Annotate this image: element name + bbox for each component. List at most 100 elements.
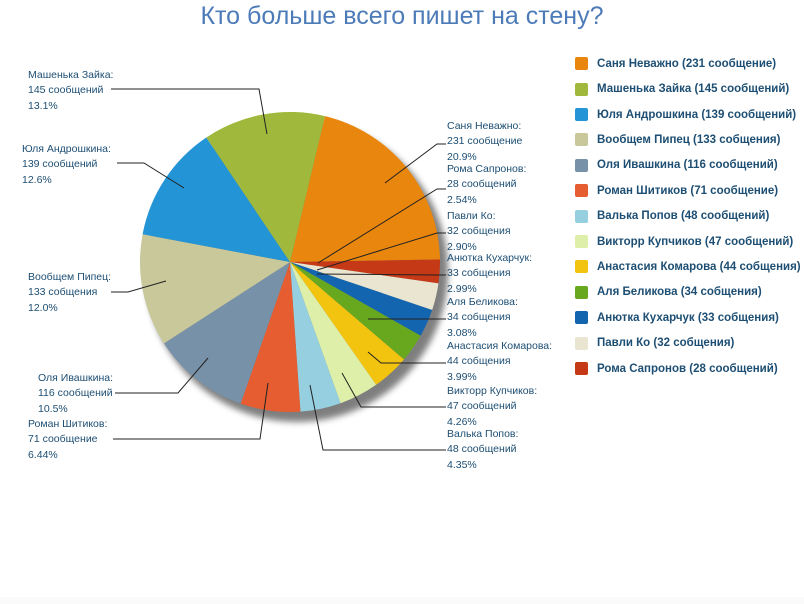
slice-callout: Роман Шитиков: 71 сообщение 6.44% [28, 417, 107, 463]
callout-name: Рома Сапронов: [447, 163, 527, 175]
callout-leader-line [316, 273, 446, 276]
callout-count: 33 собщения [447, 267, 511, 280]
callout-leader-line [111, 88, 268, 135]
legend-item: Викторр Купчиков (47 сообщений) [575, 229, 801, 254]
callout-name: Анастасия Комарова: [447, 340, 553, 352]
callout-leader-line [341, 372, 446, 408]
callout-percent: 3.99% [447, 370, 477, 383]
legend-item: Рома Сапронов (28 сообщений) [575, 356, 801, 381]
legend-item: Саня Неважно (231 сообщение) [575, 51, 801, 76]
pie-slice [290, 116, 440, 262]
legend-item: Юля Андрошкина (139 сообщений) [575, 102, 801, 127]
pie-slice [290, 262, 341, 412]
legend-color-swatch [575, 336, 588, 350]
pie-slice [240, 262, 301, 413]
callout-leader-line [117, 162, 185, 189]
slice-callout: Валька Попов: 48 сообщений 4.35% [447, 427, 518, 473]
legend-item-label: Роман Шитиков (71 сообщение) [597, 184, 779, 197]
legend-item: Анастасия Комарова (44 собщения) [575, 254, 801, 279]
legend-item-label: Оля Ивашкина (116 сообщений) [597, 159, 778, 172]
legend-item: Оля Ивашкина (116 сообщений) [575, 153, 801, 178]
pie-slice [290, 259, 441, 284]
callout-name: Роман Шитиков: [28, 418, 108, 430]
legend-color-swatch [575, 184, 588, 198]
legend-item: Анютка Кухарчук (33 собщения) [575, 305, 801, 330]
legend-color-swatch [575, 285, 588, 299]
legend-item-label: Павли Ко (32 собщения) [597, 337, 735, 350]
pie-slice [290, 262, 404, 385]
callout-count: 48 сообщений [447, 443, 517, 456]
pie-slice [163, 262, 290, 404]
slice-callout: Вообщем Пипец: 133 собщения 12.0% [28, 270, 111, 316]
callout-percent: 2.54% [447, 193, 477, 206]
callout-leader-line [316, 232, 446, 271]
callout-leader-line [317, 188, 446, 264]
callout-percent: 10.5% [38, 402, 68, 415]
legend-item-label: Викторр Купчиков (47 сообщений) [597, 235, 794, 248]
pie-slice [142, 137, 290, 262]
callout-percent: 2.90% [447, 240, 477, 253]
callout-name: Валька Попов: [447, 428, 519, 440]
pie-slice [140, 234, 290, 344]
pie-slice [290, 262, 421, 360]
callout-percent: 20.9% [447, 150, 477, 163]
legend-item-label: Юля Андрошкина (139 сообщений) [597, 108, 797, 121]
footer-strip [0, 597, 804, 604]
slice-callout: Рома Сапронов: 28 сообщений 2.54% [447, 162, 526, 208]
slice-callout: Оля Ивашкина: 116 сообщений 10.5% [38, 371, 113, 417]
legend-color-swatch [575, 362, 588, 376]
callout-count: 28 сообщений [447, 178, 517, 191]
callout-percent: 12.0% [28, 301, 58, 314]
legend-item: Роман Шитиков (71 сообщение) [575, 178, 801, 203]
legend-color-swatch [575, 209, 588, 223]
legend-item-label: Анастасия Комарова (44 собщения) [597, 260, 801, 273]
legend-item: Валька Попов (48 сообщений) [575, 203, 801, 228]
callout-percent: 4.26% [447, 415, 477, 428]
legend-item-label: Машенька Зайка (145 сообщений) [597, 83, 790, 96]
callout-name: Аля Беликова: [447, 296, 518, 308]
callout-count: 32 собщения [447, 225, 511, 238]
callout-count: 139 сообщений [22, 158, 98, 171]
legend-color-swatch [575, 235, 588, 249]
legend-item-label: Вообщем Пипец (133 собщения) [597, 133, 781, 146]
legend-item: Машенька Зайка (145 сообщений) [575, 76, 801, 101]
callout-name: Вообщем Пипец: [28, 271, 112, 283]
legend-color-swatch [575, 57, 588, 71]
legend-color-swatch [575, 311, 588, 325]
callout-leader-line [113, 382, 269, 440]
legend-item-label: Саня Неважно (231 сообщение) [597, 57, 777, 70]
legend-item-label: Анютка Кухарчук (33 собщения) [597, 311, 779, 324]
callout-count: 133 собщения [28, 286, 98, 299]
callout-count: 44 собщения [447, 355, 511, 368]
callout-percent: 2.99% [447, 282, 477, 295]
pie-slice [290, 262, 377, 404]
pie-slice [290, 262, 433, 336]
slice-callout: Анастасия Комарова: 44 собщения 3.99% [447, 339, 552, 385]
slice-callout: Викторр Купчиков: 47 сообщений 4.26% [447, 384, 537, 430]
callout-name: Оля Ивашкина: [38, 372, 114, 384]
callout-percent: 6.44% [28, 448, 58, 461]
legend-color-swatch [575, 108, 588, 122]
legend-item-label: Аля Беликова (34 собщения) [597, 286, 762, 299]
callout-count: 47 сообщений [447, 400, 517, 413]
slice-callout: Юля Андрошкина: 139 сообщений 12.6% [22, 142, 111, 188]
slice-callout: Аля Беликова: 34 собщения 3.08% [447, 295, 518, 341]
legend-color-swatch [575, 82, 588, 96]
slice-callout: Машенька Зайка: 145 сообщений 13.1% [28, 68, 113, 114]
pie-slice [206, 111, 326, 262]
callout-count: 116 сообщений [38, 387, 113, 400]
legend-item: Павли Ко (32 собщения) [575, 330, 801, 355]
callout-count: 231 сообщение [447, 135, 523, 148]
legend-item: Аля Беликова (34 собщения) [575, 280, 801, 305]
callout-percent: 12.6% [22, 173, 52, 186]
legend: Саня Неважно (231 сообщение) Машенька Зай… [575, 51, 801, 381]
callout-leader-line [115, 357, 209, 394]
slice-callout: Павли Ко: 32 собщения 2.90% [447, 209, 511, 255]
callout-name: Юля Андрошкина: [22, 143, 111, 155]
legend-color-swatch [575, 158, 588, 172]
callout-name: Павли Ко: [447, 210, 496, 222]
legend-item-label: Рома Сапронов (28 сообщений) [597, 362, 778, 375]
legend-color-swatch [575, 260, 588, 274]
